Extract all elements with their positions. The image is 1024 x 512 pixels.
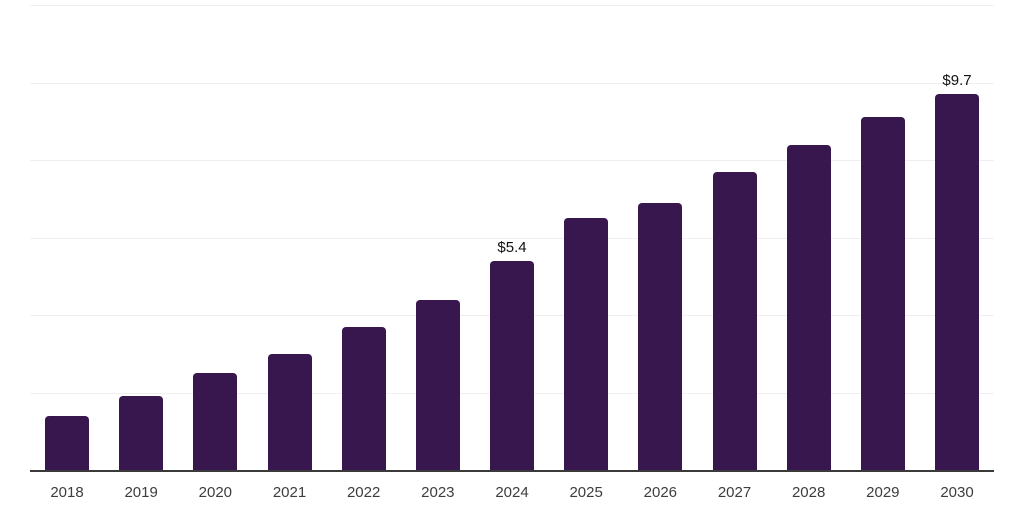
- tick-label-2019: 2019: [124, 484, 158, 501]
- plot-area: $5.4 $9.7: [30, 5, 994, 472]
- bar-2025: [564, 218, 609, 470]
- bar-value-label-2030: $9.7: [942, 72, 972, 90]
- bar-2020: [193, 373, 238, 470]
- tick-label-2026: 2026: [643, 484, 678, 501]
- bar-2022: [341, 326, 386, 470]
- tick-label-2023: 2023: [421, 484, 455, 501]
- bar-value-label-2024: $5.4: [497, 238, 527, 256]
- gridline-y-8: [30, 160, 994, 161]
- x-axis-tick-labels: 2018 2019 2020 2021 2022 2023 2024 2025 2026 2027…: [30, 484, 994, 506]
- x-axis-line: [30, 470, 994, 472]
- tick-label-2025: 2025: [569, 484, 603, 501]
- gridline-y-12: [30, 5, 994, 6]
- gridline-y-10: [30, 82, 994, 84]
- bar-2019: [119, 396, 164, 470]
- tick-label-2018: 2018: [50, 484, 84, 501]
- bar-2023: [415, 299, 460, 470]
- tick-label-2028: 2028: [791, 484, 826, 501]
- tick-label-2020: 2020: [198, 484, 233, 501]
- tick-label-2021: 2021: [272, 484, 307, 501]
- tick-label-2029: 2029: [866, 484, 900, 501]
- bar-2018: [45, 415, 89, 470]
- tick-label-2024: 2024: [495, 484, 529, 501]
- bar-2024: [490, 260, 534, 470]
- bar-2027: [712, 171, 757, 470]
- tick-label-2027: 2027: [717, 484, 752, 501]
- bar-2030: [935, 94, 979, 470]
- tick-label-2030: 2030: [940, 484, 974, 501]
- bar-2029: [860, 117, 905, 470]
- bar-2021: [267, 353, 312, 470]
- gridline-y-6: [30, 237, 994, 239]
- bar-2026: [638, 202, 683, 470]
- bar-2028: [786, 144, 831, 470]
- tick-label-2022: 2022: [346, 484, 381, 501]
